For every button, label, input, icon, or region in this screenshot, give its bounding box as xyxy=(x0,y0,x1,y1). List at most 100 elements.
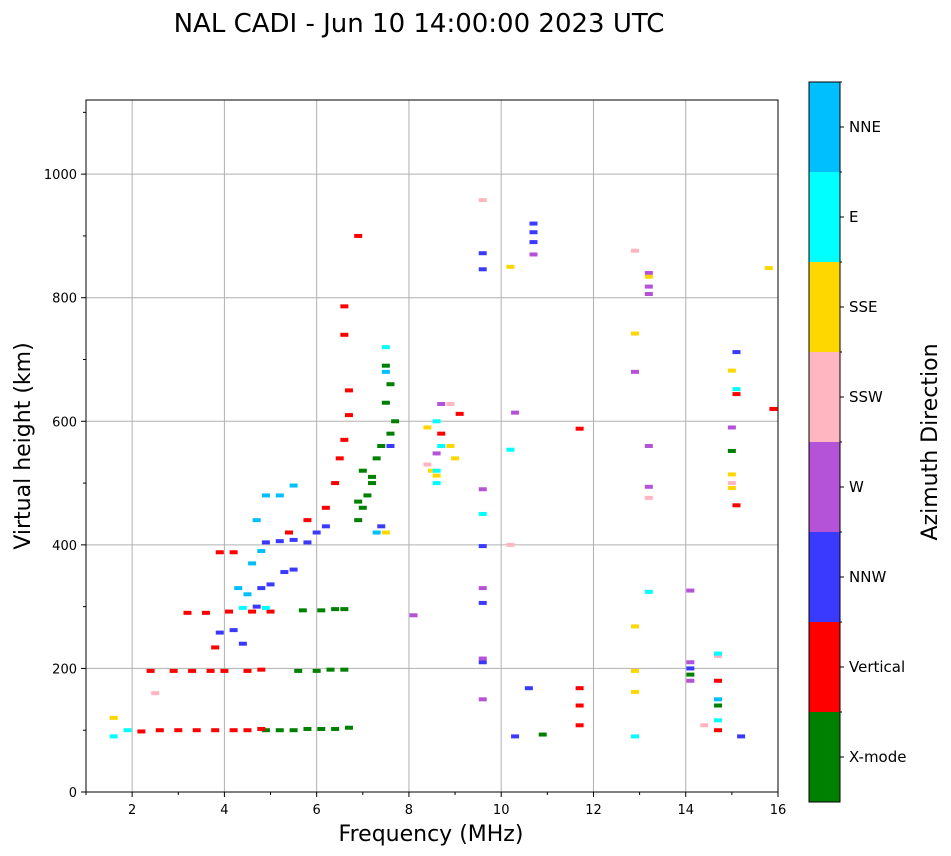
echo-point-vertical xyxy=(211,645,220,650)
echo-point-x-mode xyxy=(686,672,695,677)
echo-point-x-mode xyxy=(331,607,340,612)
echo-point-vertical xyxy=(225,609,234,614)
echo-point-e xyxy=(432,468,441,473)
echo-point-sse xyxy=(451,456,460,461)
echo-points xyxy=(109,198,778,739)
x-tick-label: 10 xyxy=(493,803,510,818)
echo-point-vertical xyxy=(257,726,266,731)
echo-point-vertical xyxy=(183,610,192,615)
echo-point-vertical xyxy=(284,530,293,535)
echo-point-w xyxy=(630,369,639,374)
echo-point-nnw xyxy=(257,586,266,591)
echo-point-e xyxy=(238,605,247,610)
echo-point-vertical xyxy=(354,233,363,238)
echo-point-vertical xyxy=(344,388,353,393)
y-tick-label: 0 xyxy=(69,786,77,801)
echo-point-w xyxy=(478,656,487,661)
echo-point-w xyxy=(644,444,653,448)
echo-point-vertical xyxy=(303,518,312,523)
echo-point-w xyxy=(478,586,487,591)
echo-point-x-mode xyxy=(317,608,326,613)
colorbar-tick-label: E xyxy=(849,208,858,226)
chart-title: NAL CADI - Jun 10 14:00:00 2023 UTC xyxy=(174,9,665,39)
plot-frame xyxy=(85,99,779,793)
echo-point-vertical xyxy=(340,304,349,309)
colorbar-tick-label: X-mode xyxy=(849,748,906,766)
echo-point-x-mode xyxy=(377,444,386,448)
echo-point-nne xyxy=(381,369,390,374)
echo-point-vertical xyxy=(155,728,164,733)
echo-point-nnw xyxy=(478,660,487,665)
colorbar-tick-label: W xyxy=(849,478,864,496)
y-axis-label: Virtual height (km) xyxy=(11,342,36,549)
echo-point-sse xyxy=(727,368,736,373)
echo-point-e xyxy=(732,387,741,392)
x-tick-label: 14 xyxy=(677,803,694,818)
echo-point-vertical xyxy=(732,503,741,508)
echo-point-w xyxy=(409,613,418,618)
echo-point-sse xyxy=(630,331,639,336)
echo-point-e xyxy=(261,605,270,610)
y-axis-ticks: 0 200 400 600 800 1000 xyxy=(44,111,86,801)
echo-point-vertical xyxy=(229,728,238,733)
echo-point-vertical xyxy=(575,723,584,728)
echo-point-sse xyxy=(764,266,773,271)
echo-point-nnw xyxy=(737,734,746,739)
echo-point-sse xyxy=(506,264,515,269)
colorbar-swatch-nne xyxy=(809,82,840,172)
y-tick-label: 600 xyxy=(52,415,77,430)
echo-point-vertical xyxy=(211,728,220,733)
echo-point-nnw xyxy=(261,540,270,545)
echo-point-nnw xyxy=(303,540,312,545)
x-tick-label: 2 xyxy=(128,803,136,818)
echo-point-vertical xyxy=(344,413,353,418)
echo-point-vertical xyxy=(243,728,252,733)
echo-point-e xyxy=(432,419,441,424)
echo-point-sse xyxy=(432,473,441,478)
colorbar-tick-label: SSW xyxy=(849,388,883,406)
echo-point-e xyxy=(109,734,118,739)
echo-point-e xyxy=(478,511,487,516)
echo-point-ssw xyxy=(727,481,736,486)
echo-point-nnw xyxy=(275,539,284,544)
echo-point-nne xyxy=(252,518,261,523)
echo-point-nnw xyxy=(312,530,321,535)
echo-point-vertical xyxy=(331,481,340,486)
colorbar-swatch-sse xyxy=(809,262,840,352)
echo-point-nnw xyxy=(478,251,487,256)
x-tick-label: 16 xyxy=(770,803,787,818)
echo-point-vertical xyxy=(174,728,183,733)
x-tick-label: 6 xyxy=(313,803,321,818)
echo-point-w xyxy=(644,292,653,297)
colorbar-swatch-x-mode xyxy=(809,712,840,802)
echo-point-x-mode xyxy=(317,726,326,731)
echo-point-nne xyxy=(289,483,298,488)
echo-point-nnw xyxy=(529,230,538,235)
echo-point-nnw xyxy=(377,524,386,529)
colorbar-label: Azimuth Direction xyxy=(918,343,943,540)
echo-point-w xyxy=(686,660,695,665)
echo-point-vertical xyxy=(575,426,584,431)
echo-point-x-mode xyxy=(294,668,303,673)
echo-point-x-mode xyxy=(386,382,395,387)
echo-point-vertical xyxy=(229,550,238,555)
colorbar-swatch-ssw xyxy=(809,352,840,442)
echo-point-nnw xyxy=(732,350,741,355)
echo-point-x-mode xyxy=(326,667,335,672)
colorbar-tick-label: SSE xyxy=(849,298,878,316)
echo-point-x-mode xyxy=(372,456,381,461)
echo-point-x-mode xyxy=(275,728,284,733)
echo-point-sse xyxy=(630,668,639,673)
echo-point-vertical xyxy=(137,729,146,734)
echo-point-vertical xyxy=(714,728,723,733)
echo-point-ssw xyxy=(700,723,709,728)
colorbar-swatch-nnw xyxy=(809,532,840,622)
echo-point-vertical xyxy=(215,550,224,555)
echo-point-x-mode xyxy=(381,400,390,405)
echo-point-nnw xyxy=(215,630,224,635)
x-tick-label: 12 xyxy=(585,803,602,818)
echo-point-ssw xyxy=(506,542,515,547)
echo-point-nnw xyxy=(478,267,487,272)
echo-point-vertical xyxy=(732,392,741,397)
azimuth-colorbar: X-mode Vertical NNW W SSW SSE E NNE xyxy=(808,81,906,803)
